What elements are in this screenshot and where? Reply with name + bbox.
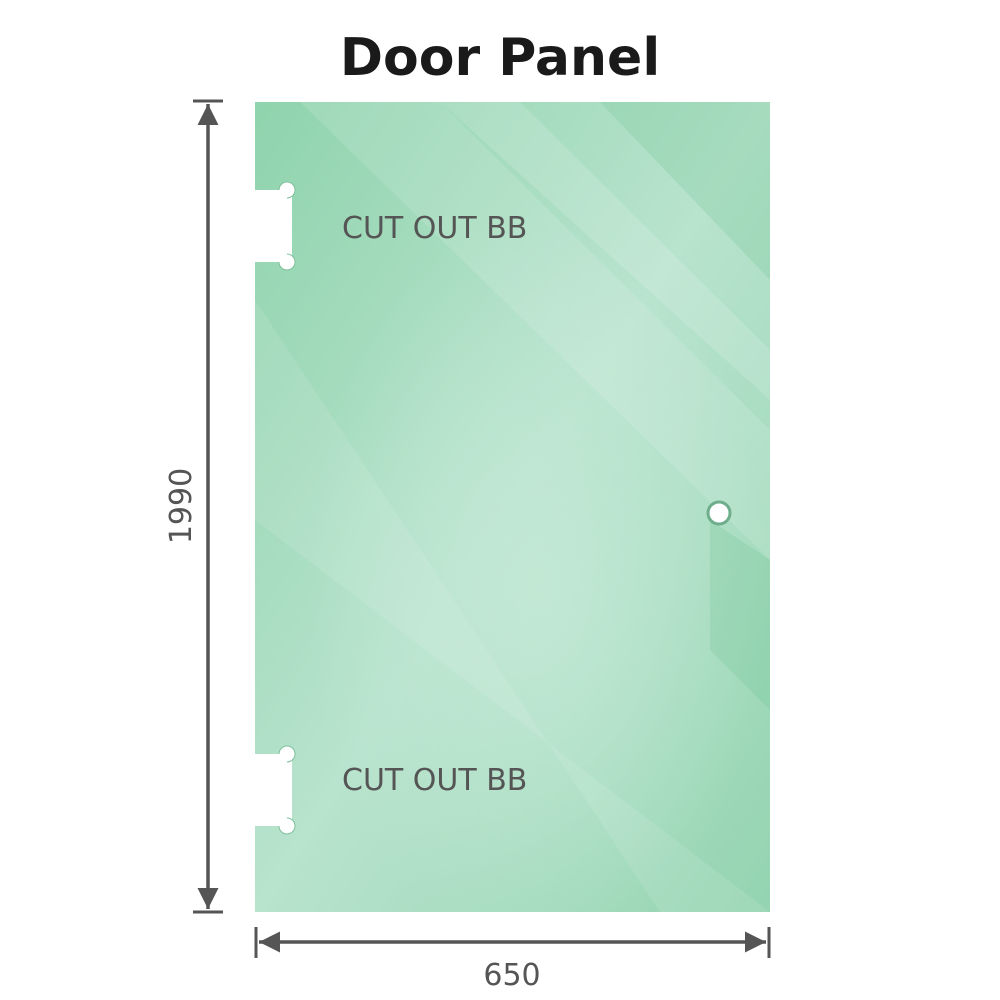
height-dimension-line	[193, 99, 223, 914]
width-label: 650	[483, 958, 540, 993]
cutout-bottom-label: CUT OUT BB	[342, 763, 527, 798]
diagram-title: Door Panel	[339, 28, 661, 88]
cutout-bottom	[250, 745, 296, 835]
handle-hole	[706, 500, 732, 526]
cutout-top	[250, 181, 296, 271]
glass-panel	[255, 102, 770, 912]
cutout-top-label: CUT OUT BB	[342, 211, 527, 246]
height-label: 1990	[164, 468, 199, 544]
width-dimension-line	[254, 927, 771, 958]
